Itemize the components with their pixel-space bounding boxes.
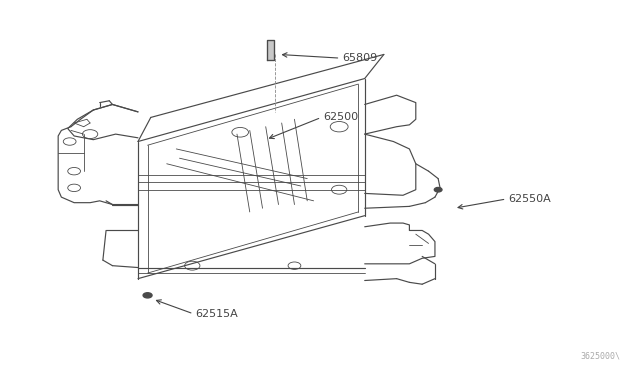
Circle shape (143, 293, 152, 298)
Text: 62550A: 62550A (508, 194, 551, 204)
Text: 62515A: 62515A (195, 309, 238, 319)
Text: 3625000\: 3625000\ (580, 351, 620, 360)
Polygon shape (267, 39, 274, 60)
Text: 65809: 65809 (342, 53, 378, 63)
Text: 62500: 62500 (323, 112, 358, 122)
Circle shape (435, 187, 442, 192)
